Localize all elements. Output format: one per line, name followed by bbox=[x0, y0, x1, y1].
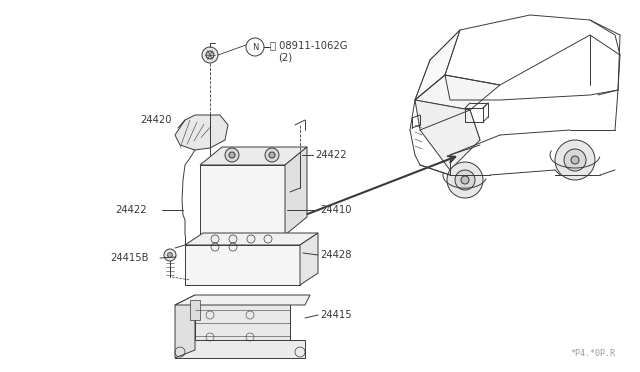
Circle shape bbox=[164, 249, 176, 261]
Circle shape bbox=[447, 162, 483, 198]
Polygon shape bbox=[175, 115, 228, 150]
Polygon shape bbox=[415, 75, 500, 110]
Text: *P4.*0P.R: *P4.*0P.R bbox=[570, 349, 615, 358]
Polygon shape bbox=[415, 100, 480, 140]
Circle shape bbox=[461, 176, 469, 184]
Text: 24420: 24420 bbox=[140, 115, 172, 125]
Polygon shape bbox=[195, 295, 290, 350]
Circle shape bbox=[225, 148, 239, 162]
Text: 24415: 24415 bbox=[320, 310, 351, 320]
Text: 24410: 24410 bbox=[320, 205, 351, 215]
Polygon shape bbox=[175, 295, 310, 305]
Circle shape bbox=[555, 140, 595, 180]
Circle shape bbox=[564, 149, 586, 171]
Polygon shape bbox=[300, 233, 318, 285]
Polygon shape bbox=[175, 340, 305, 358]
Polygon shape bbox=[185, 245, 300, 285]
Text: N: N bbox=[252, 42, 258, 51]
Polygon shape bbox=[200, 147, 307, 165]
Circle shape bbox=[229, 152, 235, 158]
Text: 24422: 24422 bbox=[115, 205, 147, 215]
Circle shape bbox=[269, 152, 275, 158]
Text: 24422: 24422 bbox=[315, 150, 347, 160]
Text: (2): (2) bbox=[278, 53, 292, 63]
Text: Ⓝ 08911-1062G: Ⓝ 08911-1062G bbox=[270, 40, 348, 50]
Circle shape bbox=[206, 51, 214, 59]
Circle shape bbox=[168, 253, 173, 257]
Polygon shape bbox=[185, 233, 318, 245]
Text: 24415B: 24415B bbox=[110, 253, 148, 263]
Text: 24428: 24428 bbox=[320, 250, 351, 260]
Polygon shape bbox=[190, 300, 200, 320]
Polygon shape bbox=[415, 30, 460, 100]
Circle shape bbox=[265, 148, 279, 162]
Polygon shape bbox=[200, 165, 285, 235]
Circle shape bbox=[455, 170, 475, 190]
Circle shape bbox=[571, 156, 579, 164]
Polygon shape bbox=[285, 147, 307, 235]
Circle shape bbox=[202, 47, 218, 63]
Polygon shape bbox=[175, 295, 195, 358]
Polygon shape bbox=[420, 110, 480, 170]
